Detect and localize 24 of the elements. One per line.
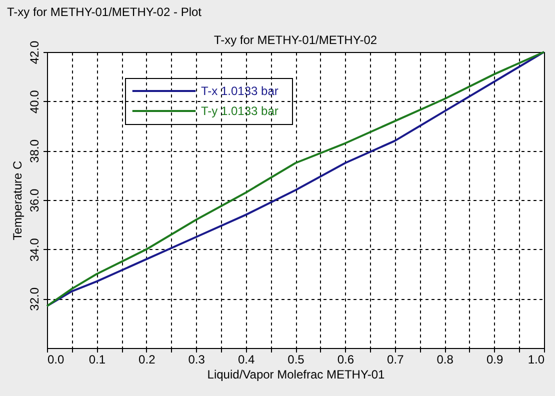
x-tick-label: 0.0 [48, 352, 65, 366]
x-tick-label: 0.8 [436, 352, 454, 366]
y-axis-title: Temperature C [10, 160, 24, 240]
x-tick-label: 0.4 [238, 352, 255, 366]
x-tick-label: 0.2 [138, 352, 156, 366]
text: T-y 1.0133 bar [201, 104, 278, 118]
x-tick-label: 0.5 [288, 352, 305, 366]
text: T-x 1.0133 bar [201, 84, 278, 98]
y-tick-label: 32.0 [28, 287, 42, 311]
text: T-xy for METHY-01/METHY-02 - Plot [7, 5, 202, 19]
x-tick-label: 0.3 [188, 352, 206, 366]
x-tick-label: 0.9 [486, 352, 504, 366]
x-tick-label: 0.1 [88, 352, 106, 366]
x-tick-label: 0.7 [387, 352, 404, 366]
y-tick-label: 36.0 [28, 188, 42, 212]
y-tick-label: 40.0 [28, 90, 42, 114]
chart-title: T-xy for METHY-01/METHY-02 [214, 33, 378, 47]
line-series [46, 51, 545, 308]
y-tick-label: 42.0 [28, 40, 42, 64]
y-tick-label: 38.0 [28, 139, 42, 163]
x-tick-label: 1.0 [528, 352, 545, 366]
y-tick-label: 34.0 [28, 238, 42, 262]
x-axis-title: Liquid/Vapor Molefrac METHY-01 [207, 368, 386, 382]
x-tick-label: 0.6 [337, 352, 354, 366]
